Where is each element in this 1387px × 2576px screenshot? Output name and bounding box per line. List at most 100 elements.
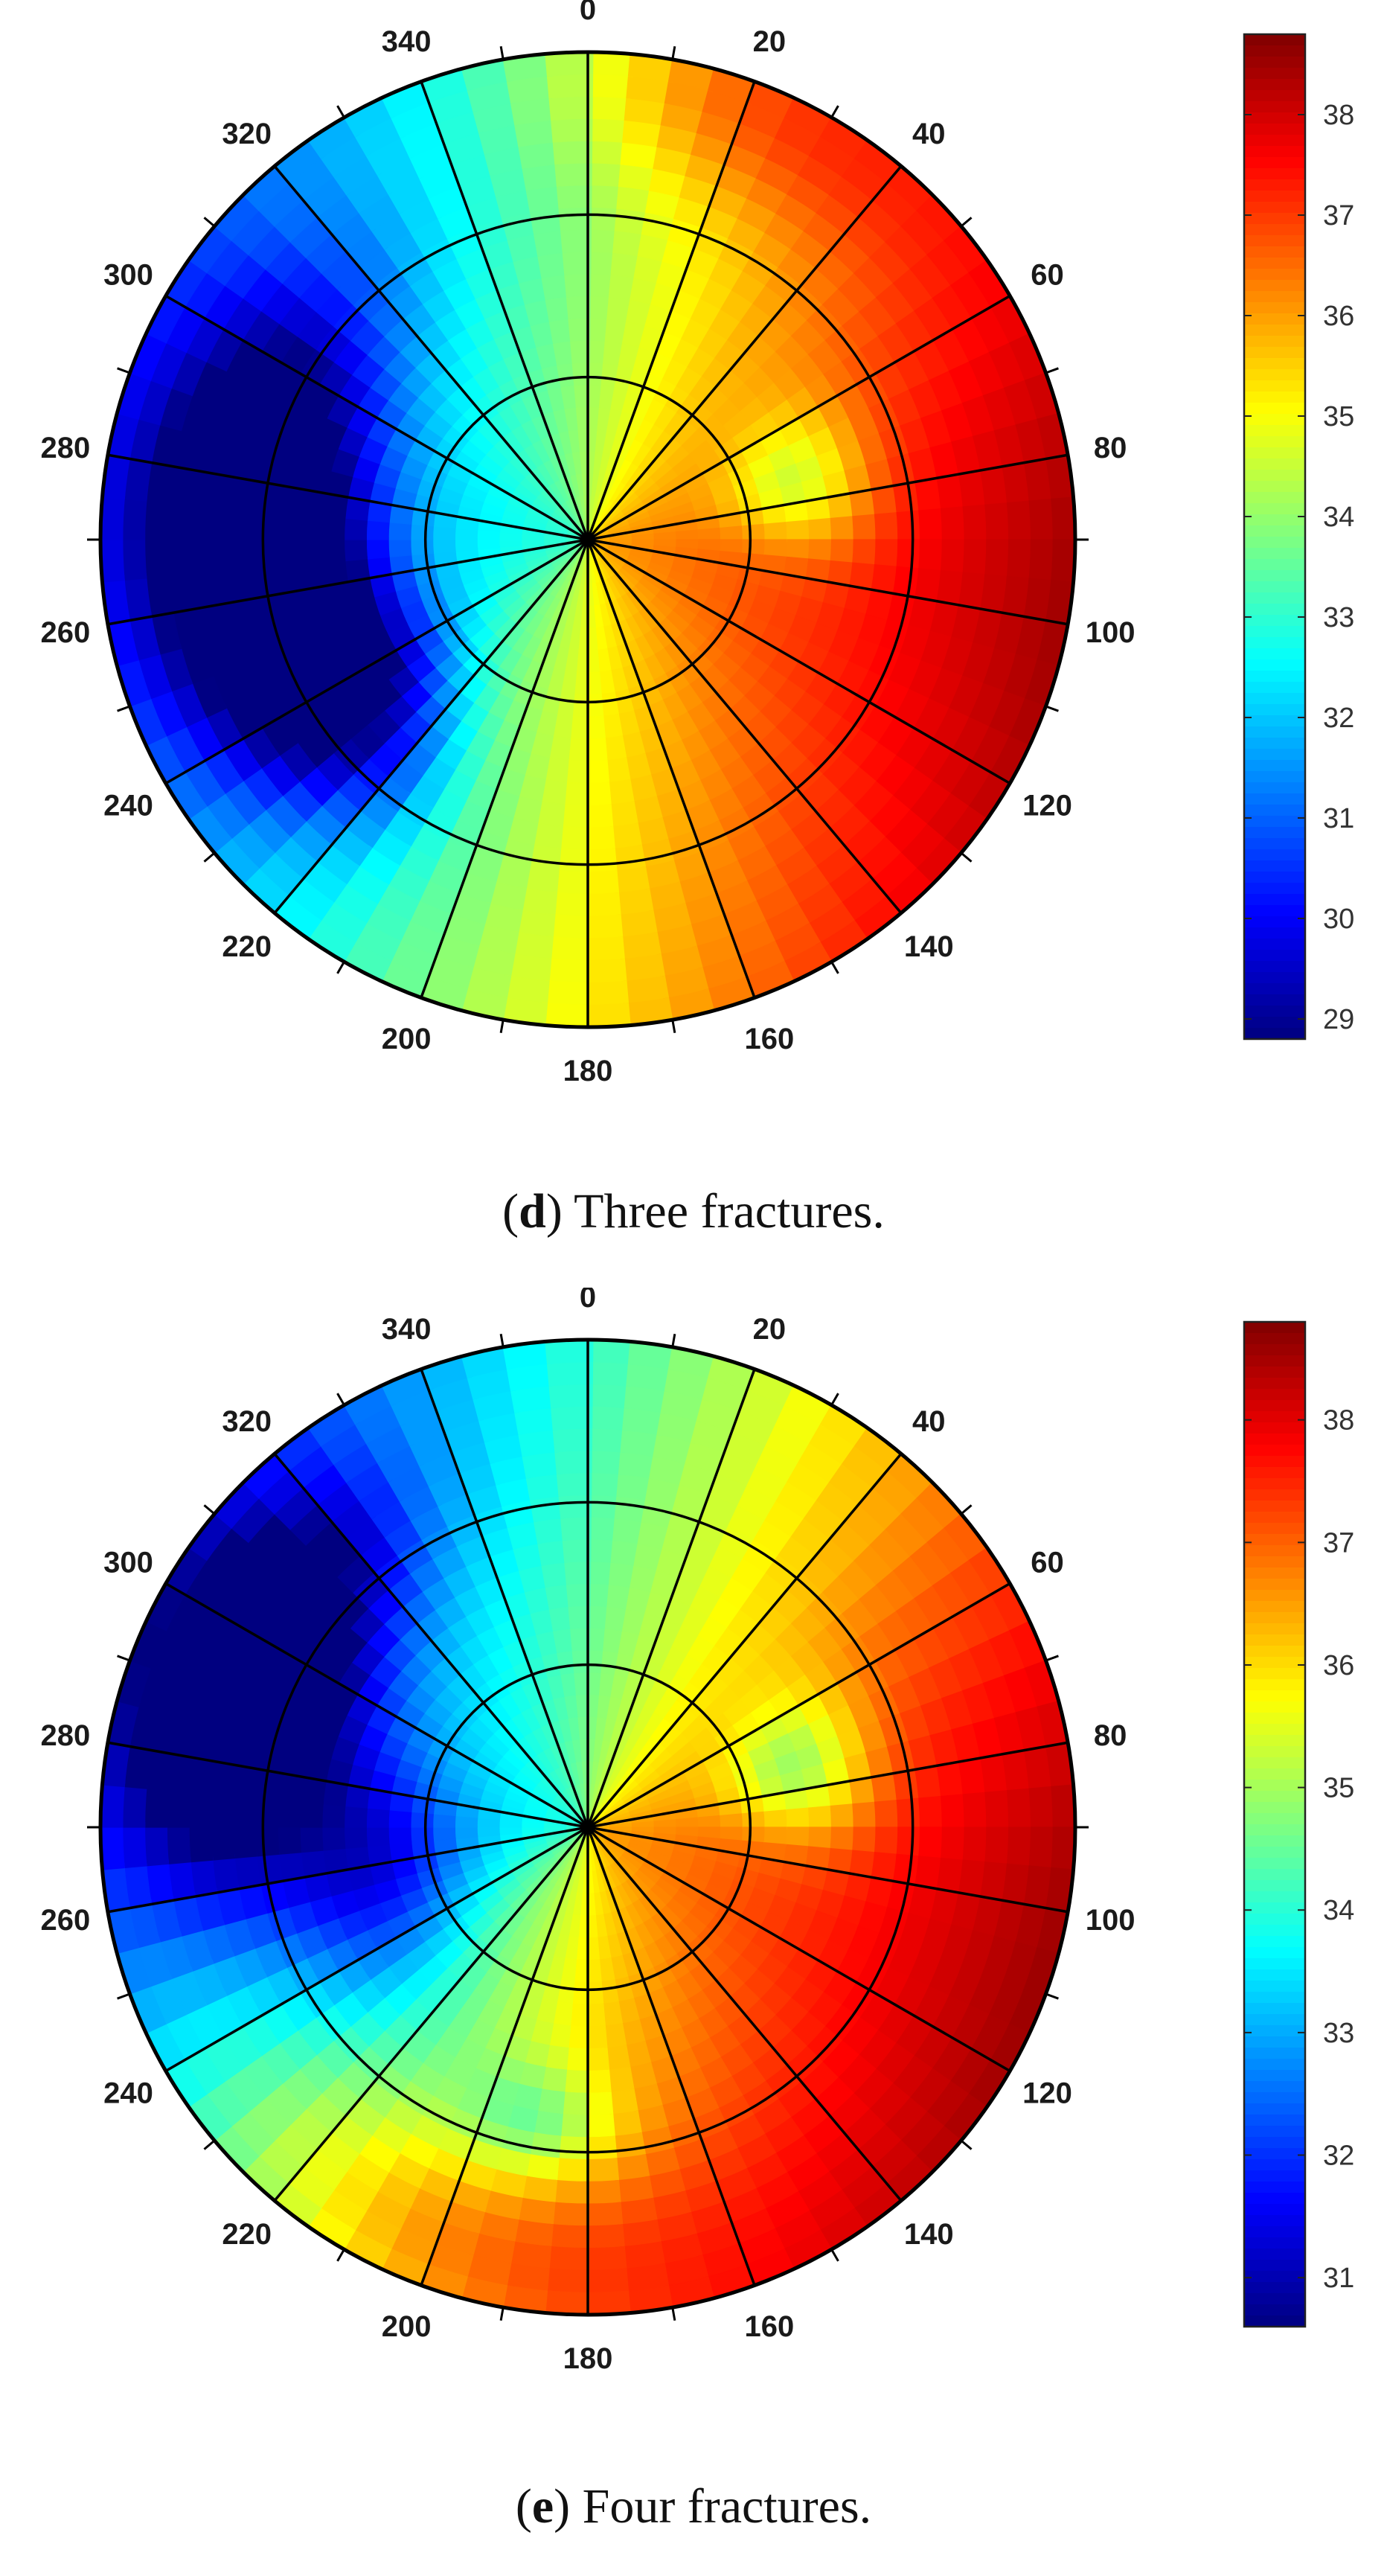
spoke-line	[587, 538, 1069, 626]
minor-tick	[499, 45, 504, 60]
angle-label: 80	[1094, 432, 1127, 464]
polar-grid	[87, 1333, 1089, 2321]
spoke-line	[586, 1826, 756, 2286]
colorbar-segment	[1244, 592, 1305, 604]
caption-e-text: Four fractures.	[582, 2479, 872, 2534]
colorbar-segment	[1244, 749, 1305, 761]
colorbar-segment	[1244, 2204, 1305, 2216]
heatmap-cell	[365, 537, 390, 560]
heatmap-cell	[786, 1807, 810, 1830]
colorbar-segment	[1244, 1389, 1305, 1401]
colorbar-segment	[1244, 827, 1305, 839]
colorbar-segment	[1244, 2260, 1305, 2272]
colorbar-segment	[1244, 994, 1305, 1006]
heatmap-cell	[697, 1815, 722, 1829]
colorbar-segment	[1244, 1768, 1305, 1780]
colorbar-segment	[1244, 336, 1305, 348]
colorbar-label: 36	[1323, 1650, 1354, 1681]
spoke-line	[273, 538, 589, 914]
colorbar-segment	[1244, 235, 1305, 247]
heatmap-cell	[763, 1809, 788, 1830]
heatmap-cell	[583, 958, 627, 984]
colorbar-segment	[1244, 1981, 1305, 1992]
colorbar-label: 34	[1323, 1895, 1354, 1926]
heatmap-cell	[551, 118, 593, 143]
colorbar-segment	[1244, 1467, 1305, 1479]
colorbar-segment	[1244, 1992, 1305, 2004]
spoke-line	[107, 453, 589, 541]
colorbar-segment	[1244, 2182, 1305, 2193]
heatmap-cell	[432, 537, 456, 554]
heatmap-cell	[321, 536, 346, 563]
minor-tick	[671, 45, 676, 60]
minor-tick	[117, 367, 131, 374]
heatmap-cell	[720, 525, 743, 542]
angle-label: 280	[40, 432, 90, 464]
angle-label: 0	[580, 0, 596, 26]
colorbar-segment	[1244, 2092, 1305, 2104]
heatmap-cell	[122, 534, 147, 581]
colorbar-segment	[1244, 1500, 1305, 1512]
heatmap-cell	[583, 892, 621, 917]
colorbar-label: 31	[1323, 803, 1354, 834]
colorbar-segment	[1244, 671, 1305, 683]
colorbar-segment	[1244, 380, 1305, 392]
angle-label: 220	[222, 2218, 272, 2251]
spoke-line	[586, 539, 756, 999]
spoke-line	[587, 1741, 1069, 1829]
spoke-line	[164, 294, 589, 541]
minor-tick	[960, 2139, 973, 2150]
colorbar-segment	[1244, 1925, 1305, 1937]
heatmap-cell	[551, 1405, 593, 1431]
colorbar-segment	[1244, 291, 1305, 303]
heatmap-cell	[548, 1383, 593, 1409]
colorbar-segment	[1244, 403, 1305, 415]
colorbar-segment	[1244, 213, 1305, 225]
heatmap-cell	[343, 536, 368, 562]
colorbar-segment	[1244, 1701, 1305, 1713]
colorbar-segment	[1244, 2282, 1305, 2294]
colorbar-segment	[1244, 905, 1305, 917]
colorbar-label: 38	[1323, 100, 1354, 131]
colorbar-segment	[1244, 2025, 1305, 2037]
heatmap-cell	[741, 523, 766, 543]
heatmap-cell	[583, 2224, 625, 2249]
angle-label: 320	[222, 1405, 272, 1438]
heatmap-cell	[546, 74, 594, 99]
heatmap-cell	[277, 536, 302, 567]
heatmap-cell	[830, 516, 854, 543]
angle-label: 100	[1086, 1904, 1135, 1937]
colorbar-segment	[1244, 157, 1305, 169]
heatmap-cell	[410, 537, 435, 556]
colorbar-segment	[1244, 191, 1305, 202]
colorbar-segment	[1244, 2003, 1305, 2015]
heatmap-cell	[454, 1825, 478, 1840]
heatmap-cell	[697, 527, 722, 542]
colorbar-segment	[1244, 816, 1305, 828]
spoke-line	[164, 1582, 589, 1829]
colorbar-segment	[1244, 1601, 1305, 1613]
colorbar-segment	[1244, 2148, 1305, 2160]
colorbar-segment	[1244, 135, 1305, 147]
colorbar-segment	[1244, 2293, 1305, 2305]
angle-label: 20	[753, 25, 787, 58]
colorbar-segment	[1244, 2159, 1305, 2171]
colorbar-segment	[1244, 1791, 1305, 1803]
colorbar-segment	[1244, 1590, 1305, 1602]
colorbar-segment	[1244, 246, 1305, 258]
colorbar-segment	[1244, 1545, 1305, 1557]
heatmap-cell	[583, 2246, 627, 2272]
colorbar-segment	[1244, 57, 1305, 68]
colorbar-segment	[1244, 1735, 1305, 1747]
colorbar-segment	[1244, 726, 1305, 738]
colorbar-segment	[1244, 458, 1305, 470]
colorbar-segment	[1244, 2059, 1305, 2071]
heatmap-cell	[852, 514, 877, 543]
colorbar-segment	[1244, 1969, 1305, 1981]
heatmap-cell	[476, 537, 501, 550]
colorbar-segment	[1244, 983, 1305, 995]
angle-label: 180	[563, 1055, 613, 1087]
heatmap-cell	[582, 2290, 631, 2315]
colorbar-segment	[1244, 1835, 1305, 1847]
spoke-line	[587, 538, 1011, 785]
